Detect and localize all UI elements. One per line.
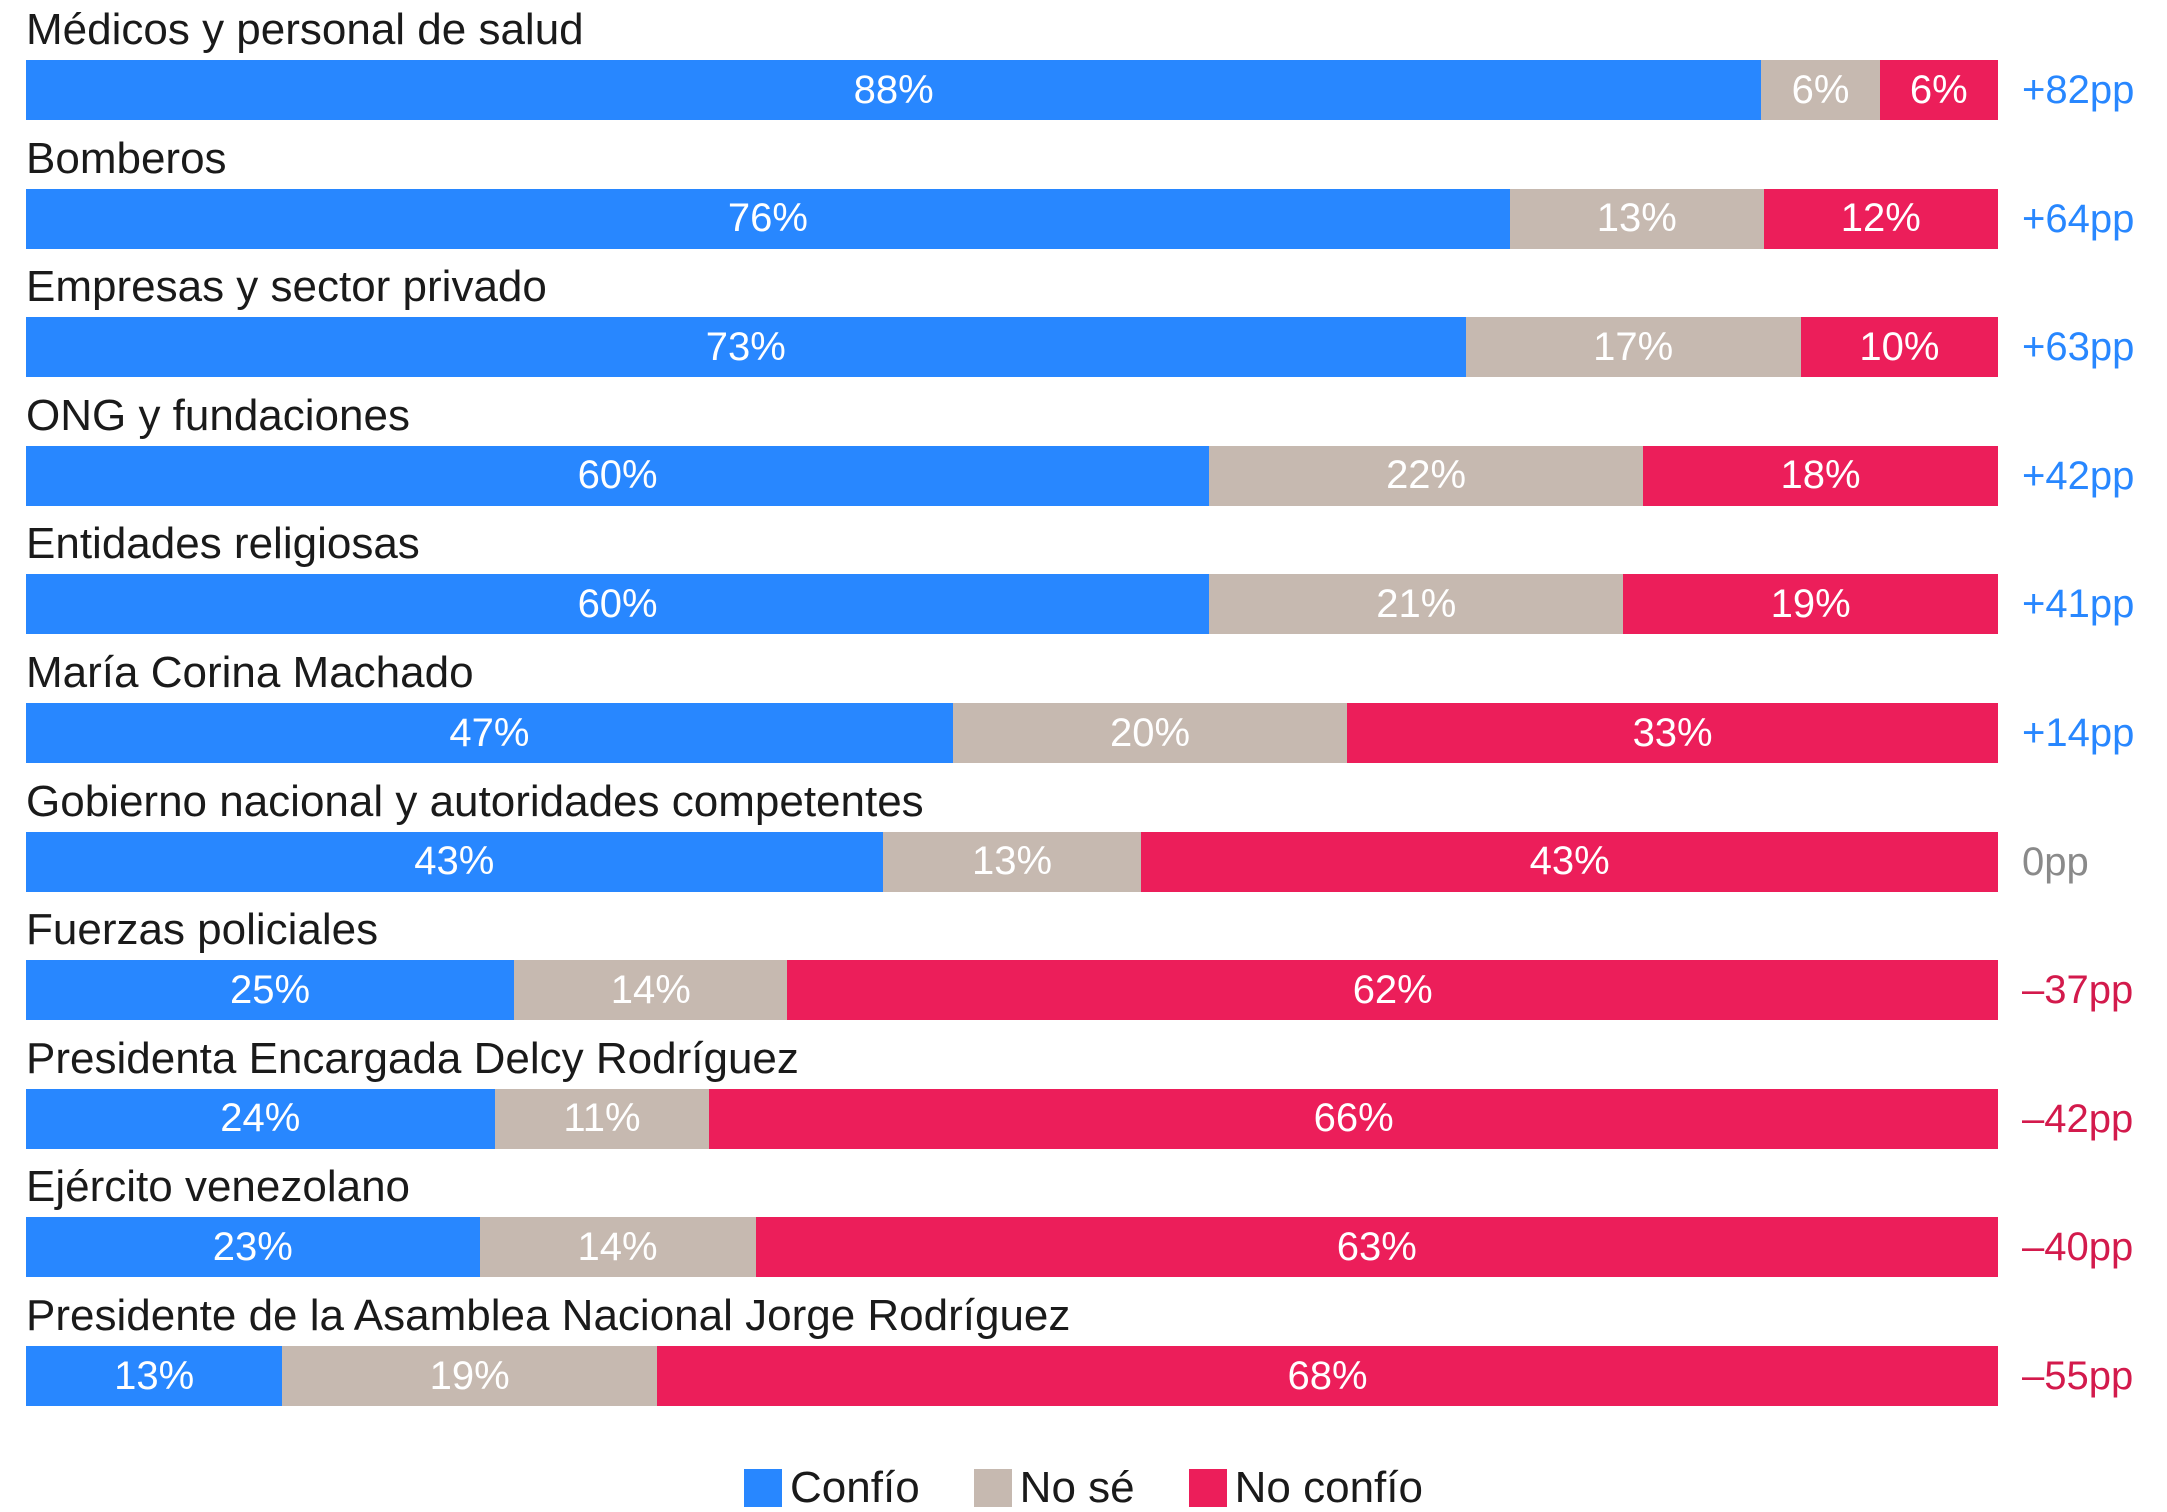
stacked-bar: 76% 13% 12% bbox=[26, 188, 1998, 249]
bar-segment-no-confio: 12% bbox=[1763, 188, 1998, 249]
net-value-label: +82pp bbox=[2022, 68, 2135, 112]
bar-segment-no-confio: 6% bbox=[1879, 60, 1998, 120]
legend-label-no-confio: No confío bbox=[1234, 1463, 1423, 1512]
net-value-label: –40pp bbox=[2022, 1225, 2134, 1270]
legend-item-confio: Confío bbox=[744, 1466, 920, 1510]
category-label: Ejército venezolano bbox=[26, 1162, 411, 1212]
bar-segment-confio: 76% bbox=[26, 188, 1510, 249]
bar-segment-no-se: 20% bbox=[952, 703, 1348, 763]
stacked-bar: 24% 11% 66% bbox=[26, 1088, 1998, 1149]
category-label: Gobierno nacional y autoridades competen… bbox=[26, 776, 924, 826]
bar-segment-confio: 73% bbox=[26, 317, 1466, 378]
bar-segment-confio: 88% bbox=[26, 60, 1762, 120]
bar-segment-no-confio: 68% bbox=[657, 1346, 1998, 1406]
stacked-bar: 13% 19% 68% bbox=[26, 1346, 1998, 1406]
stacked-bar: 60% 21% 19% bbox=[26, 574, 1998, 635]
bar-segment-no-confio: 19% bbox=[1623, 574, 1998, 635]
stacked-bar: 23% 14% 63% bbox=[26, 1217, 1998, 1278]
stacked-bar: 43% 13% 43% bbox=[26, 831, 1998, 892]
bar-segment-no-se: 14% bbox=[479, 1217, 756, 1278]
bar-segment-no-se: 17% bbox=[1465, 317, 1801, 378]
category-label: Fuerzas policiales bbox=[26, 905, 379, 955]
legend: Confío No sé No confío bbox=[0, 1466, 2167, 1510]
bar-segment-no-se: 11% bbox=[494, 1088, 710, 1149]
bar-segment-no-confio: 33% bbox=[1347, 703, 1998, 763]
net-value-label: +42pp bbox=[2022, 453, 2135, 498]
bar-segment-confio: 60% bbox=[26, 445, 1210, 506]
net-value-label: +63pp bbox=[2022, 325, 2135, 370]
bar-segment-no-se: 6% bbox=[1761, 60, 1880, 120]
legend-label-no-se: No sé bbox=[1019, 1463, 1135, 1512]
bar-segment-no-se: 13% bbox=[1509, 188, 1764, 249]
category-label: Empresas y sector privado bbox=[26, 262, 547, 312]
net-value-label: –55pp bbox=[2022, 1354, 2134, 1398]
bar-segment-no-confio: 43% bbox=[1141, 831, 1998, 892]
category-label: Bomberos bbox=[26, 133, 227, 183]
stacked-bar: 88% 6% 6% bbox=[26, 60, 1998, 120]
bar-segment-no-se: 13% bbox=[882, 831, 1142, 892]
legend-swatch-no-confio bbox=[1188, 1469, 1227, 1507]
bar-segment-no-confio: 63% bbox=[755, 1217, 1998, 1278]
net-value-label: 0pp bbox=[2022, 839, 2089, 884]
bar-segment-confio: 23% bbox=[26, 1217, 480, 1278]
net-value-label: –37pp bbox=[2022, 968, 2134, 1013]
bar-segment-confio: 25% bbox=[26, 960, 515, 1021]
legend-swatch-confio bbox=[744, 1469, 783, 1507]
bar-segment-no-se: 21% bbox=[1209, 574, 1624, 635]
net-value-label: +14pp bbox=[2022, 711, 2135, 755]
category-label: Entidades religiosas bbox=[26, 519, 420, 569]
bar-segment-no-se: 22% bbox=[1209, 445, 1644, 506]
legend-item-no-se: No sé bbox=[973, 1463, 1135, 1512]
category-label: Presidente de la Asamblea Nacional Jorge… bbox=[26, 1291, 1071, 1340]
category-label: Médicos y personal de salud bbox=[26, 5, 584, 54]
category-label: ONG y fundaciones bbox=[26, 390, 410, 440]
bar-segment-no-se: 14% bbox=[514, 960, 788, 1021]
category-label: Presidenta Encargada Delcy Rodríguez bbox=[26, 1033, 799, 1083]
net-value-label: –42pp bbox=[2022, 1096, 2134, 1141]
bar-segment-no-confio: 62% bbox=[787, 960, 1998, 1021]
net-value-label: +41pp bbox=[2022, 582, 2135, 627]
stacked-bar: 25% 14% 62% bbox=[26, 960, 1998, 1021]
bar-segment-confio: 24% bbox=[26, 1088, 495, 1149]
stacked-bar: 47% 20% 33% bbox=[26, 703, 1998, 763]
bar-segment-no-confio: 10% bbox=[1800, 317, 1998, 378]
net-value-label: +64pp bbox=[2022, 196, 2135, 241]
bar-segment-confio: 13% bbox=[26, 1346, 283, 1406]
bar-segment-no-se: 19% bbox=[282, 1346, 658, 1406]
category-label: María Corina Machado bbox=[26, 648, 474, 697]
bar-segment-no-confio: 18% bbox=[1643, 445, 1998, 506]
bar-segment-no-confio: 66% bbox=[709, 1088, 1998, 1149]
stacked-bar: 60% 22% 18% bbox=[26, 445, 1998, 506]
bar-segment-confio: 47% bbox=[26, 703, 953, 763]
legend-swatch-no-se bbox=[973, 1469, 1012, 1507]
stacked-bar: 73% 17% 10% bbox=[26, 317, 1998, 378]
bar-segment-confio: 60% bbox=[26, 574, 1210, 635]
legend-item-no-confio: No confío bbox=[1188, 1463, 1423, 1512]
bar-segment-confio: 43% bbox=[26, 831, 883, 892]
legend-label-confio: Confío bbox=[790, 1463, 920, 1512]
